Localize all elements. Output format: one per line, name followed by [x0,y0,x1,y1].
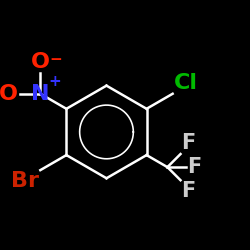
Text: O: O [0,84,18,104]
Text: Cl: Cl [174,72,198,92]
Text: F: F [182,181,196,201]
Text: F: F [182,133,196,153]
Text: N: N [31,84,50,104]
Text: +: + [48,74,61,89]
Text: −: − [49,52,62,67]
Text: F: F [187,157,201,177]
Text: Br: Br [11,171,39,191]
Text: O: O [31,52,50,72]
